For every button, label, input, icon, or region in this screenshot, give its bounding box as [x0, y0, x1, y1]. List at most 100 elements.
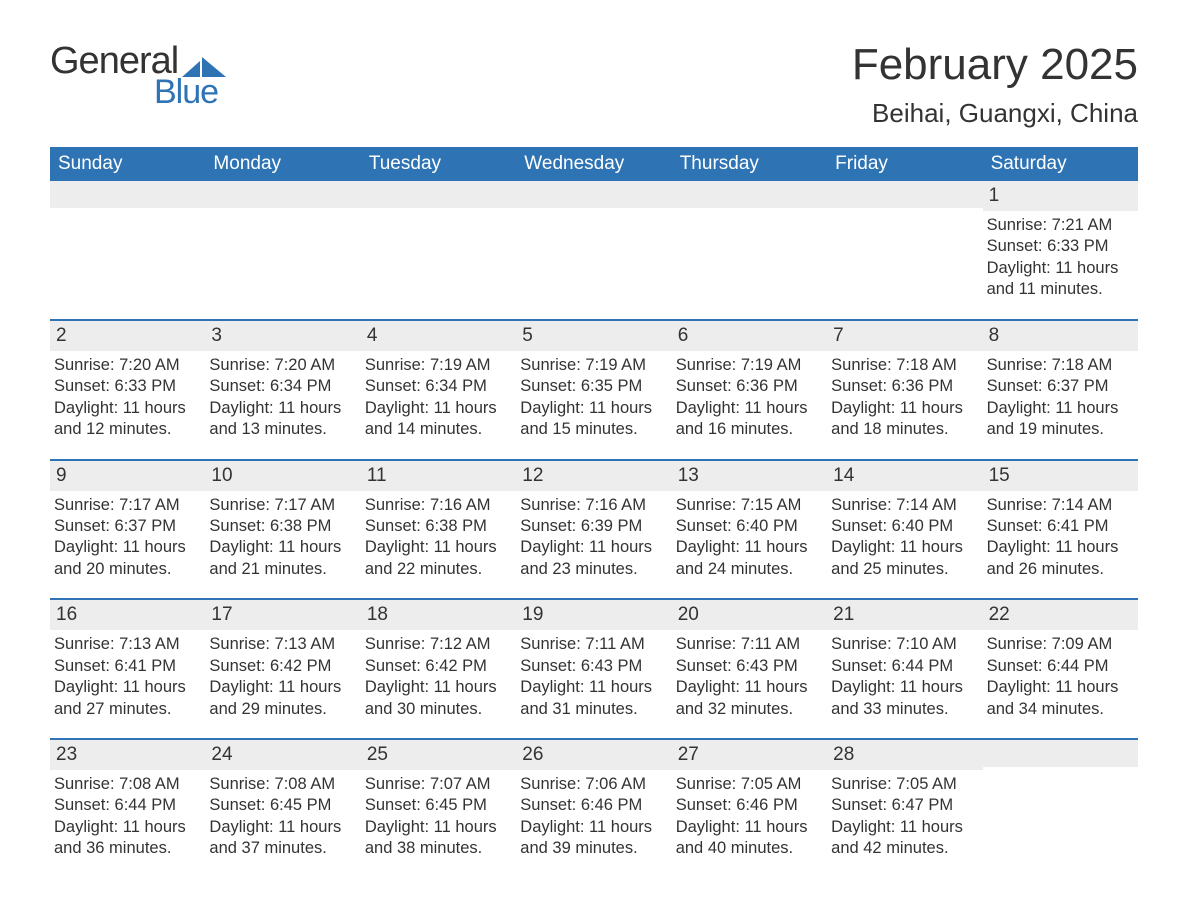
- day-number: 9: [56, 465, 67, 486]
- daylight-text: Daylight: 11 hours and 34 minutes.: [987, 677, 1132, 720]
- calendar-day-empty: [205, 181, 360, 319]
- daylight-text: Daylight: 11 hours and 32 minutes.: [676, 677, 821, 720]
- calendar-week: 23Sunrise: 7:08 AMSunset: 6:44 PMDayligh…: [50, 738, 1138, 878]
- day-number-bar: [205, 181, 360, 208]
- sunrise-text: Sunrise: 7:14 AM: [987, 495, 1132, 516]
- page-header: General Blue February 2025 Beihai, Guang…: [50, 40, 1138, 129]
- day-number-bar: 5: [516, 321, 671, 351]
- calendar-day: 27Sunrise: 7:05 AMSunset: 6:46 PMDayligh…: [672, 740, 827, 878]
- day-number: 16: [56, 604, 77, 625]
- calendar-day: 4Sunrise: 7:19 AMSunset: 6:34 PMDaylight…: [361, 321, 516, 459]
- day-number: 18: [367, 604, 388, 625]
- day-number: 23: [56, 744, 77, 765]
- calendar-day: 24Sunrise: 7:08 AMSunset: 6:45 PMDayligh…: [205, 740, 360, 878]
- day-number: 8: [989, 325, 1000, 346]
- calendar-day: 1Sunrise: 7:21 AMSunset: 6:33 PMDaylight…: [983, 181, 1138, 319]
- daylight-text: Daylight: 11 hours and 22 minutes.: [365, 537, 510, 580]
- day-number: 5: [522, 325, 533, 346]
- day-number: 26: [522, 744, 543, 765]
- sunrise-text: Sunrise: 7:14 AM: [831, 495, 976, 516]
- day-number-bar: 6: [672, 321, 827, 351]
- daylight-text: Daylight: 11 hours and 29 minutes.: [209, 677, 354, 720]
- sunset-text: Sunset: 6:33 PM: [987, 236, 1132, 257]
- sunset-text: Sunset: 6:40 PM: [676, 516, 821, 537]
- day-of-week-header: SundayMondayTuesdayWednesdayThursdayFrid…: [50, 147, 1138, 181]
- day-number-bar: 23: [50, 740, 205, 770]
- title-block: February 2025 Beihai, Guangxi, China: [852, 40, 1138, 129]
- daylight-text: Daylight: 11 hours and 31 minutes.: [520, 677, 665, 720]
- logo-row: General: [50, 40, 226, 83]
- sunrise-text: Sunrise: 7:21 AM: [987, 215, 1132, 236]
- sunrise-text: Sunrise: 7:05 AM: [676, 774, 821, 795]
- day-number-bar: [361, 181, 516, 208]
- daylight-text: Daylight: 11 hours and 37 minutes.: [209, 817, 354, 860]
- day-number-bar: 19: [516, 600, 671, 630]
- calendar-page: General Blue February 2025 Beihai, Guang…: [0, 0, 1188, 878]
- calendar-day: 23Sunrise: 7:08 AMSunset: 6:44 PMDayligh…: [50, 740, 205, 878]
- sunset-text: Sunset: 6:43 PM: [520, 656, 665, 677]
- sunrise-text: Sunrise: 7:18 AM: [831, 355, 976, 376]
- calendar-day: 16Sunrise: 7:13 AMSunset: 6:41 PMDayligh…: [50, 600, 205, 738]
- dow-cell: Sunday: [50, 147, 205, 181]
- daylight-text: Daylight: 11 hours and 16 minutes.: [676, 398, 821, 441]
- day-number-bar: 9: [50, 461, 205, 491]
- day-number-bar: 18: [361, 600, 516, 630]
- sunset-text: Sunset: 6:38 PM: [209, 516, 354, 537]
- dow-cell: Thursday: [672, 147, 827, 181]
- calendar-day-empty: [827, 181, 982, 319]
- sunrise-text: Sunrise: 7:20 AM: [54, 355, 199, 376]
- sunset-text: Sunset: 6:36 PM: [831, 376, 976, 397]
- day-number-bar: 14: [827, 461, 982, 491]
- sunset-text: Sunset: 6:33 PM: [54, 376, 199, 397]
- sunset-text: Sunset: 6:44 PM: [831, 656, 976, 677]
- calendar-day: 15Sunrise: 7:14 AMSunset: 6:41 PMDayligh…: [983, 461, 1138, 599]
- calendar-day: 13Sunrise: 7:15 AMSunset: 6:40 PMDayligh…: [672, 461, 827, 599]
- day-number-bar: 22: [983, 600, 1138, 630]
- sunrise-text: Sunrise: 7:16 AM: [365, 495, 510, 516]
- day-number-bar: [983, 740, 1138, 767]
- calendar-day: 22Sunrise: 7:09 AMSunset: 6:44 PMDayligh…: [983, 600, 1138, 738]
- sunset-text: Sunset: 6:34 PM: [209, 376, 354, 397]
- sunrise-text: Sunrise: 7:13 AM: [54, 634, 199, 655]
- calendar-day: 20Sunrise: 7:11 AMSunset: 6:43 PMDayligh…: [672, 600, 827, 738]
- day-number-bar: [516, 181, 671, 208]
- calendar-week: 2Sunrise: 7:20 AMSunset: 6:33 PMDaylight…: [50, 319, 1138, 459]
- daylight-text: Daylight: 11 hours and 40 minutes.: [676, 817, 821, 860]
- sunrise-text: Sunrise: 7:12 AM: [365, 634, 510, 655]
- day-number-bar: 17: [205, 600, 360, 630]
- calendar-grid: SundayMondayTuesdayWednesdayThursdayFrid…: [50, 147, 1138, 878]
- sunrise-text: Sunrise: 7:06 AM: [520, 774, 665, 795]
- calendar-day: 28Sunrise: 7:05 AMSunset: 6:47 PMDayligh…: [827, 740, 982, 878]
- day-number: 17: [211, 604, 232, 625]
- weeks-container: 1Sunrise: 7:21 AMSunset: 6:33 PMDaylight…: [50, 181, 1138, 878]
- sunset-text: Sunset: 6:46 PM: [520, 795, 665, 816]
- day-number-bar: 3: [205, 321, 360, 351]
- sunset-text: Sunset: 6:41 PM: [54, 656, 199, 677]
- day-number: 19: [522, 604, 543, 625]
- sunrise-text: Sunrise: 7:08 AM: [209, 774, 354, 795]
- calendar-day: 18Sunrise: 7:12 AMSunset: 6:42 PMDayligh…: [361, 600, 516, 738]
- sunrise-text: Sunrise: 7:19 AM: [520, 355, 665, 376]
- sunset-text: Sunset: 6:34 PM: [365, 376, 510, 397]
- sunset-text: Sunset: 6:36 PM: [676, 376, 821, 397]
- dow-cell: Monday: [205, 147, 360, 181]
- dow-cell: Wednesday: [516, 147, 671, 181]
- daylight-text: Daylight: 11 hours and 42 minutes.: [831, 817, 976, 860]
- sunrise-text: Sunrise: 7:15 AM: [676, 495, 821, 516]
- calendar-day: 3Sunrise: 7:20 AMSunset: 6:34 PMDaylight…: [205, 321, 360, 459]
- sunrise-text: Sunrise: 7:10 AM: [831, 634, 976, 655]
- calendar-day-empty: [50, 181, 205, 319]
- daylight-text: Daylight: 11 hours and 39 minutes.: [520, 817, 665, 860]
- sunset-text: Sunset: 6:37 PM: [54, 516, 199, 537]
- day-number: 22: [989, 604, 1010, 625]
- calendar-day: 9Sunrise: 7:17 AMSunset: 6:37 PMDaylight…: [50, 461, 205, 599]
- sunset-text: Sunset: 6:42 PM: [365, 656, 510, 677]
- daylight-text: Daylight: 11 hours and 33 minutes.: [831, 677, 976, 720]
- calendar-week: 1Sunrise: 7:21 AMSunset: 6:33 PMDaylight…: [50, 181, 1138, 319]
- day-number: 27: [678, 744, 699, 765]
- day-number: 6: [678, 325, 689, 346]
- daylight-text: Daylight: 11 hours and 24 minutes.: [676, 537, 821, 580]
- calendar-day: 6Sunrise: 7:19 AMSunset: 6:36 PMDaylight…: [672, 321, 827, 459]
- day-number-bar: [672, 181, 827, 208]
- calendar-day-empty: [983, 740, 1138, 878]
